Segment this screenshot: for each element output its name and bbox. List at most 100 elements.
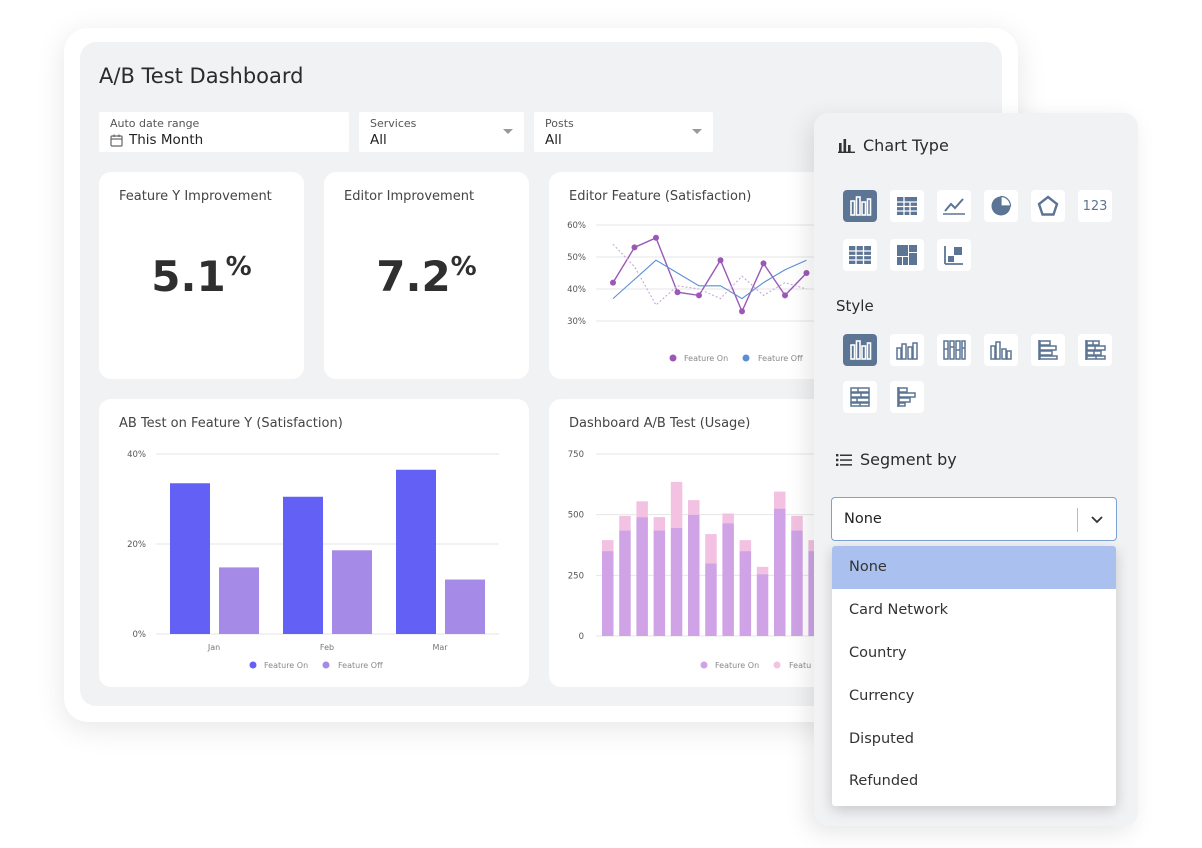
bar (396, 469, 436, 634)
card-title: Editor Improvement (344, 189, 475, 204)
data-point (739, 308, 745, 315)
x-tick-label: Feb (320, 643, 334, 652)
y-tick-label: 0% (133, 630, 147, 640)
radar-chart-type-button[interactable] (1031, 190, 1065, 222)
option-currency[interactable]: Currency (849, 687, 915, 704)
style-solid-button[interactable] (843, 334, 877, 366)
bar-segment (791, 530, 803, 636)
data-point (631, 244, 638, 251)
ab-test-bar-chart: 40% 20% 0% Jan Feb Mar Feature On Feature Off (127, 450, 499, 670)
kpi-value: 5.1% (151, 252, 252, 301)
bar-style-solid-icon (850, 340, 872, 360)
services-filter[interactable]: Services All (359, 112, 524, 152)
style-horizontal-grouped-button[interactable] (1078, 334, 1112, 366)
legend-label: Featu (789, 661, 811, 670)
caret-down-icon (503, 129, 513, 134)
bar-style-horizontal-icon (1038, 340, 1058, 360)
bar (332, 550, 372, 634)
bar-segment (653, 517, 666, 531)
bar-segment (705, 563, 717, 636)
date-range-filter[interactable]: Auto date range This Month (99, 112, 349, 152)
segment-by-heading: Segment by (836, 450, 957, 469)
filter-label: Services (370, 117, 417, 130)
option-none[interactable]: None (832, 546, 1116, 589)
ab-test-card[interactable]: AB Test on Feature Y (Satisfaction) 40% 2… (99, 399, 529, 687)
bar-segment (602, 540, 614, 552)
select-divider (1077, 508, 1078, 532)
bar-style-horizontal-stacked-icon (850, 387, 870, 407)
bar-segment (791, 515, 803, 531)
y-tick-label: 40% (567, 285, 586, 295)
y-tick-label: 750 (568, 450, 584, 460)
style-dense-button[interactable] (984, 334, 1018, 366)
treemap-icon (897, 245, 917, 265)
bar-chart-icon (838, 139, 855, 153)
card-title: AB Test on Feature Y (Satisfaction) (119, 416, 343, 431)
option-card-network[interactable]: Card Network (849, 602, 949, 619)
bar-chart-icon (850, 196, 872, 216)
bar-segment (602, 551, 614, 636)
x-tick-label: Jan (207, 643, 220, 652)
bar-segment (670, 528, 683, 636)
x-tick-label: Mar (432, 643, 448, 652)
bar-segment (653, 530, 666, 636)
style-grouped-button[interactable] (890, 334, 924, 366)
editor-feature-line-chart: 60% 50% 40% 30% Feature On Feature Off (567, 221, 1002, 363)
bar-segment (688, 500, 700, 515)
chevron-down-icon[interactable] (1088, 510, 1106, 528)
bar-segment (688, 514, 700, 636)
bar-segment (636, 517, 648, 636)
filter-label: Posts (545, 117, 574, 130)
option-refunded[interactable]: Refunded (849, 773, 919, 790)
number-icon: 123 (1082, 198, 1108, 214)
bar-segment (739, 540, 752, 552)
data-point (803, 270, 810, 276)
bar-chart-type-button[interactable] (843, 190, 877, 222)
chart-type-heading: Chart Type (838, 136, 949, 155)
style-horizontal-button[interactable] (1031, 334, 1065, 366)
filter-value: This Month (129, 132, 204, 148)
filter-label: Auto date range (110, 117, 200, 130)
option-disputed[interactable]: Disputed (849, 730, 914, 747)
y-tick-label: 500 (568, 511, 584, 521)
scatter-icon (944, 246, 963, 265)
scatter-chart-type-button[interactable] (937, 239, 971, 271)
data-point (717, 257, 724, 264)
bar-style-grouped-icon (896, 342, 918, 360)
kpi-card-editor[interactable]: Editor Improvement 7.2% (324, 172, 529, 379)
treemap-chart-type-button[interactable] (890, 239, 924, 271)
legend-label: Feature On (715, 661, 759, 670)
style-horizontal-stacked-button[interactable] (843, 381, 877, 413)
bar-style-horizontal-grouped-icon (1085, 340, 1106, 360)
filter-value: All (545, 132, 562, 148)
select-value: None (844, 511, 882, 527)
posts-filter[interactable]: Posts All (534, 112, 713, 152)
bar (170, 483, 210, 634)
number-chart-type-button[interactable]: 123 (1078, 190, 1112, 222)
style-horizontal-dense-button[interactable] (890, 381, 924, 413)
list-icon (836, 453, 852, 466)
pie-chart-type-button[interactable] (984, 190, 1018, 222)
pivot-chart-type-button[interactable] (890, 190, 924, 222)
y-tick-label: 20% (127, 540, 146, 550)
style-heading: Style (836, 297, 874, 315)
legend-label: Feature On (264, 661, 308, 670)
series-line (612, 243, 807, 306)
table-chart-type-button[interactable] (843, 239, 877, 271)
table-icon (849, 246, 871, 264)
bar-segment (756, 574, 769, 636)
kpi-card-feature-y[interactable]: Feature Y Improvement 5.1% (99, 172, 304, 379)
bar (219, 567, 259, 634)
radar-chart-icon (1037, 195, 1059, 216)
legend-swatch (322, 661, 330, 669)
option-country[interactable]: Country (849, 644, 907, 661)
bar-style-horizontal-dense-icon (897, 387, 916, 407)
line-chart-type-button[interactable] (937, 190, 971, 222)
bar-segment (756, 566, 769, 575)
style-stacked-button[interactable] (937, 334, 971, 366)
y-tick-label: 40% (127, 450, 146, 460)
filter-value: All (370, 132, 387, 148)
segment-by-select[interactable]: None (831, 497, 1117, 541)
bar-segment (636, 501, 648, 518)
bar (445, 579, 485, 634)
